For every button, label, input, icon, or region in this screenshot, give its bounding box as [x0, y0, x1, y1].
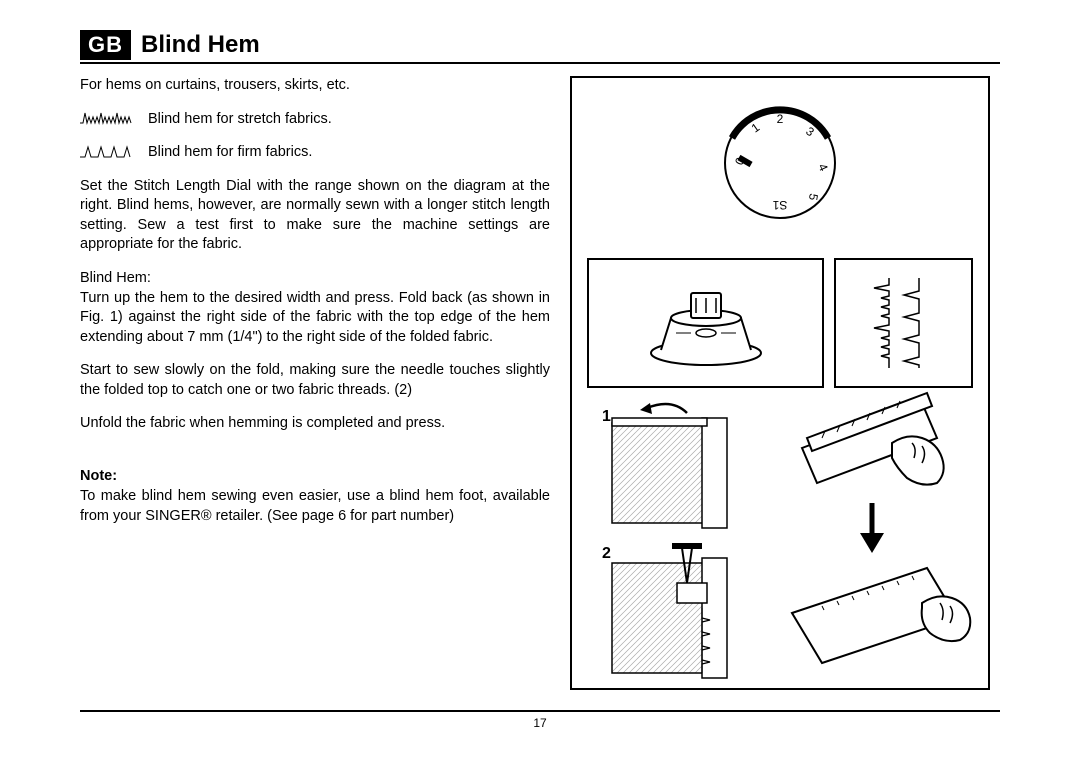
- svg-text:4: 4: [815, 161, 831, 173]
- stitch-pattern-box: [834, 258, 973, 388]
- svg-text:1: 1: [749, 120, 763, 135]
- svg-text:5: 5: [806, 192, 821, 201]
- dial-icon: 0 1 2 3 4 5 S1: [700, 88, 860, 248]
- firm-text: Blind hem for firm fabrics.: [148, 143, 312, 163]
- fabric-figures-icon: 2: [572, 388, 772, 688]
- country-badge: GB: [80, 30, 131, 60]
- text-column: For hems on curtains, trousers, skirts, …: [80, 76, 550, 690]
- svg-text:3: 3: [803, 124, 817, 139]
- page-title: Blind Hem: [141, 31, 260, 59]
- stretch-stitch-icon: [80, 111, 140, 127]
- stitch-patterns-icon: [864, 273, 944, 373]
- fig1-label: 1: [602, 408, 611, 426]
- svg-text:2: 2: [777, 112, 784, 126]
- note-label: Note:: [80, 468, 117, 484]
- dial-section: 0 1 2 3 4 5 S1: [572, 78, 988, 258]
- page-number: 17: [533, 716, 546, 730]
- title-underline: [80, 62, 1000, 64]
- sew-paragraph: Start to sew slowly on the fold, making …: [80, 361, 550, 400]
- note-text: To make blind hem sewing even easier, us…: [80, 487, 550, 526]
- fig-right-column: [772, 388, 992, 688]
- hand-figures-icon: [772, 388, 992, 688]
- unfold-paragraph: Unfold the fabric when hemming is comple…: [80, 414, 550, 434]
- blind-hem-block: Blind Hem: Turn up the hem to the desire…: [80, 269, 550, 347]
- presser-foot-box: [587, 258, 824, 388]
- firm-stitch-icon: [80, 145, 140, 161]
- intro-text: For hems on curtains, trousers, skirts, …: [80, 76, 550, 96]
- svg-text:S1: S1: [772, 198, 787, 212]
- dial-paragraph: Set the Stitch Length Dial with the rang…: [80, 177, 550, 255]
- fold-paragraph: Turn up the hem to the desired width and…: [80, 289, 550, 348]
- presser-foot-icon: [636, 278, 776, 368]
- blind-hem-label: Blind Hem:: [80, 270, 151, 286]
- stretch-stitch-item: Blind hem for stretch fabrics.: [80, 110, 550, 130]
- note-block: Note: To make blind hem sewing even easi…: [80, 467, 550, 526]
- fig-left-column: 1: [572, 388, 772, 688]
- firm-stitch-item: Blind hem for firm fabrics.: [80, 143, 550, 163]
- diagram-column: 0 1 2 3 4 5 S1: [570, 76, 990, 690]
- svg-text:2: 2: [602, 545, 611, 562]
- bottom-divider: [80, 710, 1000, 712]
- stretch-text: Blind hem for stretch fabrics.: [148, 110, 332, 130]
